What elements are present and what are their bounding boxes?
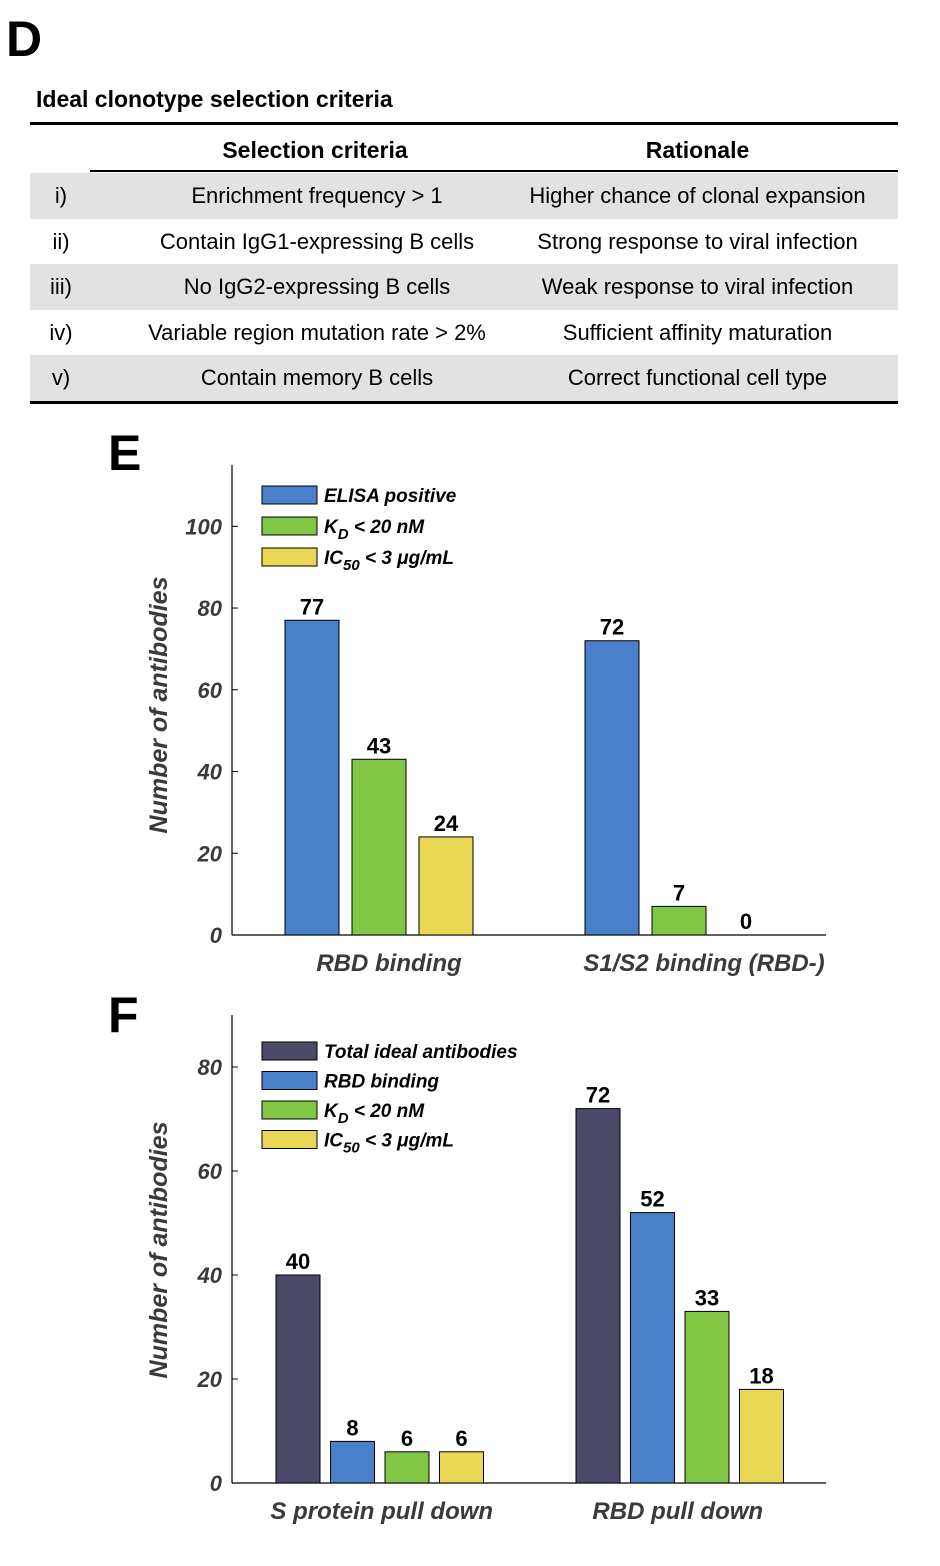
bar <box>284 619 340 936</box>
legend-swatch <box>261 1130 318 1149</box>
y-tick-label: 20 <box>197 841 223 866</box>
legend-label: RBD binding <box>324 1072 439 1093</box>
table-row: v) Contain memory B cells Correct functi… <box>30 355 898 401</box>
y-tick-label: 80 <box>198 596 223 621</box>
table-row: iii) No IgG2-expressing B cells Weak res… <box>30 264 898 310</box>
bar-value-label: 72 <box>586 1083 610 1108</box>
y-axis-label: Number of antibodies <box>145 1121 173 1378</box>
bar <box>384 1451 430 1484</box>
chart-f: 0 20 40 60 80 Number of antibodies 40 8 6 6 S prot… <box>145 1015 826 1525</box>
x-category-label: S protein pull down <box>270 1498 493 1525</box>
row-number: iii) <box>50 274 72 299</box>
legend-label: ELISA positive <box>324 486 457 507</box>
bar-value-label: 77 <box>300 594 324 619</box>
bar <box>651 905 707 936</box>
bar <box>575 1108 621 1484</box>
bar-value-label: 7 <box>673 880 685 905</box>
bar-value-label: 0 <box>740 909 752 934</box>
row-rationale: Correct functional cell type <box>567 365 828 390</box>
header-underline-criteria <box>90 170 540 172</box>
bar-value-label: 43 <box>367 733 391 758</box>
row-rationale: Weak response to viral infection <box>541 274 854 299</box>
bar-value-label: 8 <box>346 1415 358 1440</box>
bar-value-label: 72 <box>600 615 624 640</box>
header-selection-criteria: Selection criteria <box>222 137 408 163</box>
bar-value-label: 18 <box>749 1363 773 1388</box>
bar-value-label: 24 <box>434 811 459 836</box>
y-tick-label: 0 <box>210 1471 223 1496</box>
y-tick-label: 60 <box>198 678 223 703</box>
row-number: ii) <box>52 228 70 254</box>
bar <box>275 1274 321 1484</box>
legend-label: Total ideal antibodies <box>324 1042 518 1063</box>
legend-swatch <box>261 516 318 536</box>
row-criteria: Contain memory B cells <box>200 365 434 390</box>
panel-letter-f: F <box>108 987 139 1043</box>
table-row: ii) Contain IgG1-expressing B cells Stro… <box>30 219 898 265</box>
row-number: iv) <box>49 319 73 345</box>
chart-e: 0 20 40 60 80 100 Number of antibodies 77 43 24 RB… <box>145 465 826 977</box>
legend-label: KD < 20 nM <box>324 1101 425 1127</box>
bar <box>439 1451 484 1484</box>
y-tick-label: 80 <box>198 1055 223 1080</box>
bar <box>418 836 474 936</box>
criteria-table: Selection criteria Rationale i) Enrichme… <box>30 122 898 404</box>
bar <box>330 1440 375 1484</box>
table-row: iv) Variable region mutation rate > 2% S… <box>30 310 898 356</box>
row-criteria: No IgG2-expressing B cells <box>183 274 451 299</box>
bar-value-label: 40 <box>286 1249 310 1274</box>
bar <box>684 1310 730 1484</box>
table-row: i) Enrichment frequency > 1 Higher chanc… <box>30 173 898 219</box>
y-tick-label: 60 <box>198 1159 223 1184</box>
legend-swatch <box>261 1041 318 1061</box>
x-category-label: S1/S2 binding (RBD-) <box>583 950 824 977</box>
y-tick-label: 40 <box>197 1263 223 1288</box>
bar-value-label: 33 <box>695 1285 719 1310</box>
legend-swatch <box>261 1071 318 1090</box>
row-number: i) <box>54 183 68 208</box>
row-rationale: Higher chance of clonal expansion <box>529 183 866 208</box>
row-number: v) <box>51 365 71 390</box>
table-header: Selection criteria Rationale <box>30 125 898 173</box>
bar <box>630 1212 675 1484</box>
legend-swatch <box>261 1100 318 1120</box>
row-criteria: Variable region mutation rate > 2% <box>148 319 486 345</box>
y-tick-label: 0 <box>210 923 223 948</box>
legend-label: IC50 < 3 μg/mL <box>324 548 454 574</box>
bar-value-label: 6 <box>455 1426 467 1451</box>
header-rationale: Rationale <box>645 137 750 163</box>
x-category-label: RBD pull down <box>592 1498 763 1525</box>
row-rationale: Strong response to viral infection <box>537 228 858 254</box>
bar-value-label: 6 <box>401 1426 413 1451</box>
y-tick-label: 40 <box>197 760 223 785</box>
bar <box>739 1388 784 1484</box>
legend-swatch <box>261 547 318 567</box>
legend-swatch <box>261 485 318 505</box>
x-category-label: RBD binding <box>316 950 462 977</box>
legend-label: KD < 20 nM <box>324 517 425 543</box>
header-underline-rationale <box>497 170 898 172</box>
bar-value-label: 52 <box>640 1187 664 1212</box>
y-axis-label: Number of antibodies <box>145 576 173 833</box>
row-criteria: Contain IgG1-expressing B cells <box>159 228 475 254</box>
bar <box>584 640 640 936</box>
bar <box>351 758 407 936</box>
panel-letter-d: D <box>6 11 43 67</box>
y-tick-label: 100 <box>185 514 222 539</box>
table-title: Ideal clonotype selection criteria <box>36 86 393 112</box>
row-rationale: Sufficient affinity maturation <box>562 319 833 345</box>
legend-label: IC50 < 3 μg/mL <box>324 1131 454 1157</box>
panel-letter-e: E <box>108 425 142 481</box>
y-tick-label: 20 <box>197 1367 223 1392</box>
row-criteria: Enrichment frequency > 1 <box>191 183 443 208</box>
